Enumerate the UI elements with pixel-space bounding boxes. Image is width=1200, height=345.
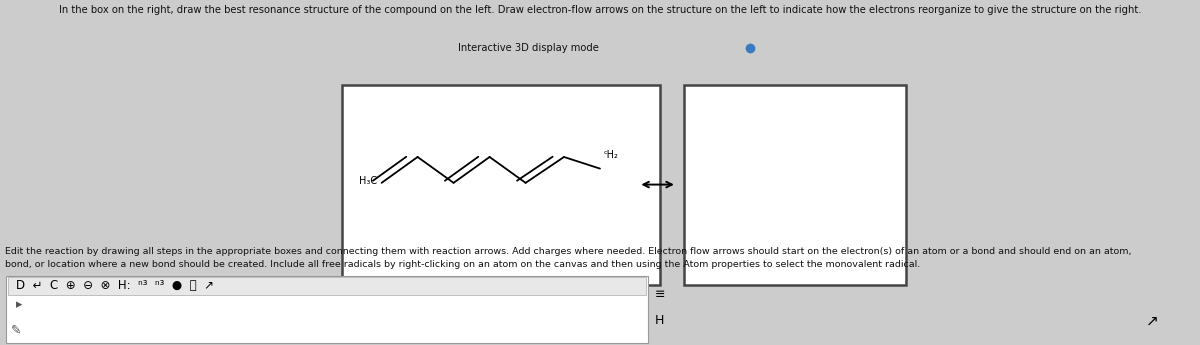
Bar [6, 276, 648, 343]
Text: bond, or location where a new bond should be created. Include all free radicals : bond, or location where a new bond shoul… [5, 260, 920, 269]
Text: ≡: ≡ [655, 288, 666, 302]
Text: Interactive 3D display mode: Interactive 3D display mode [457, 43, 599, 53]
Text: H₃C: H₃C [359, 176, 377, 186]
Text: ✎: ✎ [11, 323, 22, 336]
Bar [342, 85, 660, 285]
Bar [8, 277, 646, 295]
Text: ↗: ↗ [1146, 313, 1159, 328]
Text: H: H [655, 314, 665, 327]
Bar [684, 85, 906, 285]
Text: D  ↵  C  ⊕  ⊖  ⊗  H:  ⁿ³  ⁿ³  ●  ❔  ↗: D ↵ C ⊕ ⊖ ⊗ H: ⁿ³ ⁿ³ ● ❔ ↗ [16, 279, 214, 292]
Text: In the box on the right, draw the best resonance structure of the compound on th: In the box on the right, draw the best r… [59, 5, 1141, 15]
Text: Edit the reaction by drawing all steps in the appropriate boxes and connecting t: Edit the reaction by drawing all steps i… [5, 247, 1132, 256]
Text: ▸: ▸ [16, 298, 22, 312]
Text: ᶜH₂: ᶜH₂ [604, 150, 618, 160]
